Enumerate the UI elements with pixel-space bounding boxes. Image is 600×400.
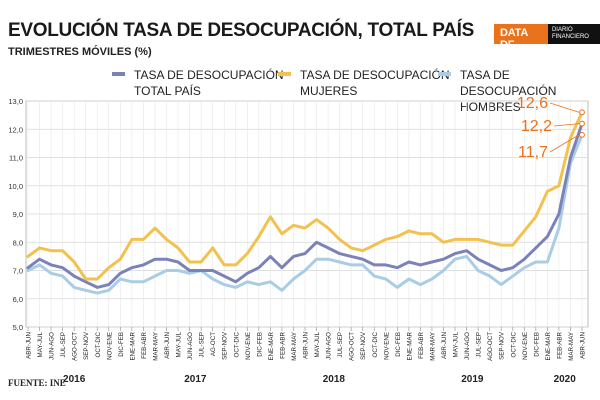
year-label: 2017 — [184, 374, 207, 385]
x-tick-label: SEP-NOV — [499, 331, 506, 360]
x-tick-label: AGO-OCT — [72, 332, 79, 361]
series-line-hombres — [26, 133, 584, 295]
x-tick-label: OCT-DIC — [95, 331, 102, 357]
x-tick-label: ABR-JUN — [303, 332, 310, 359]
x-tick-label: JUL-SEP — [337, 332, 344, 357]
x-tick-label: DIC-FEB — [118, 332, 125, 357]
legend-label-total-line2: TOTAL PAÍS — [134, 84, 201, 98]
legend-swatch-hombres — [438, 72, 451, 76]
x-tick-label: SEP-NOV — [360, 331, 367, 360]
x-tick-label: JUN-AGO — [464, 332, 471, 360]
y-tick-label: 8,0 — [13, 238, 23, 247]
legend-label-mujeres-line1: TASA DE DESOCUPACIÓN — [300, 68, 450, 82]
x-tick-label: MAY-JUL — [314, 331, 321, 357]
x-tick-label: FEB-ABR — [279, 331, 286, 358]
x-tick-label: JUL-SEP — [199, 332, 206, 357]
x-tick-label: OCT-DIC — [372, 331, 379, 357]
y-tick-label: 7,0 — [13, 267, 23, 276]
x-tick-label: FEB-ABR — [418, 331, 425, 358]
x-tick-label: AG-OCT — [210, 332, 217, 356]
legend-label-mujeres-line2: MUJERES — [300, 84, 358, 98]
x-tick-label: ABR-JUN — [441, 332, 448, 359]
year-label: 2020 — [554, 374, 577, 385]
x-tick-label: MAY-JUL — [176, 331, 183, 357]
year-label: 2018 — [323, 374, 346, 385]
callout-label-total: 12,2 — [521, 118, 552, 135]
x-tick-label: MAR-MAY — [429, 332, 436, 361]
x-tick-label: ENE-MAR — [545, 331, 552, 360]
chart-title: EVOLUCIÓN TASA DE DESOCUPACIÓN, TOTAL PA… — [8, 20, 474, 41]
x-tick-label: MAR-MAY — [152, 332, 159, 361]
x-tick-label: AGO-OCT — [487, 332, 494, 361]
year-label: 2019 — [461, 374, 484, 385]
x-tick-label: ABR-JUN — [580, 332, 587, 359]
x-tick-label: JUL-SEP — [476, 332, 483, 357]
legend-swatch-total — [112, 72, 125, 76]
series-line-total — [26, 122, 584, 289]
x-tick-label: FEB-ABR — [141, 331, 148, 358]
x-tick-label: DIC-FEB — [533, 332, 540, 357]
y-tick-label: 12,0 — [8, 125, 23, 134]
datadf-logo: DATA DF DIARIO FINANCIERO — [494, 24, 600, 51]
x-tick-label: MAR-MAY — [291, 332, 298, 361]
x-tick-label: NOV-ENE — [245, 332, 252, 360]
x-tick-label: NOV-ENE — [106, 332, 113, 360]
legend-label-hombres-line1: TASA DE DESOCUPACIÓN — [460, 68, 557, 98]
x-tick-label: JUN-AGO — [326, 332, 333, 360]
x-tick-label: OCT-DIC — [510, 331, 517, 357]
x-tick-label: NOV-ENE — [522, 332, 529, 360]
source-note: FUENTE: INE — [8, 378, 66, 388]
callout-label-mujeres: 12,6 — [517, 95, 548, 112]
x-tick-label: ENE-MAR — [129, 331, 136, 360]
x-tick-label: ABR-JUN — [164, 332, 171, 359]
y-tick-label: 11,0 — [9, 154, 23, 163]
x-tick-label: JUL-SEP — [60, 332, 67, 357]
x-tick-label: ENE-MAR — [406, 331, 413, 360]
legend-item-total: TASA DE DESOCUPACIÓN TOTAL PAÍS — [112, 67, 284, 99]
x-tick-label: JUN-AGO — [187, 332, 194, 360]
chart-subtitle: TRIMESTRES MÓVILES (%) — [8, 46, 152, 58]
x-tick-label: ABR-JUN — [26, 332, 33, 359]
logo-sub-text: DIARIO FINANCIERO — [547, 24, 600, 44]
legend-swatch-mujeres — [278, 72, 291, 76]
legend-item-hombres: TASA DE DESOCUPACIÓN HOMBRES — [438, 67, 600, 115]
y-tick-label: 13,0 — [8, 97, 23, 106]
x-tick-label: MAY-JUL — [37, 331, 44, 357]
callout-leader-mujeres — [549, 102, 580, 113]
callout-label-hombres: 11,7 — [518, 144, 548, 161]
x-tick-label: MAR-MAY — [568, 332, 575, 361]
y-tick-label: 6,0 — [13, 295, 23, 304]
series-line-mujeres — [26, 110, 584, 281]
x-tick-label: ENE-MAR — [268, 331, 275, 360]
callout-marker-total — [579, 120, 585, 127]
y-tick-label: 9,0 — [13, 210, 23, 219]
x-tick-label: JUN-AGO — [49, 332, 56, 360]
callout-leader-total — [553, 123, 580, 127]
y-tick-label: 10,0 — [8, 182, 23, 191]
x-tick-label: MAY-JUL — [453, 331, 460, 357]
legend-label-total-line1: TASA DE DESOCUPACIÓN — [134, 68, 284, 82]
x-tick-label: DIC-FEB — [256, 332, 263, 357]
callout-marker-hombres — [579, 132, 585, 138]
x-tick-label: NOV-ENE — [383, 332, 390, 360]
callout-marker-mujeres — [579, 109, 585, 116]
x-tick-label: OCT-DIC — [233, 331, 240, 357]
x-tick-label: SEP-NOV — [222, 331, 229, 360]
x-tick-label: DIC-FEB — [395, 332, 402, 357]
year-label: 2016 — [63, 374, 86, 385]
callout-leader-hombres — [549, 134, 580, 153]
x-tick-label: SEP-NOV — [83, 331, 90, 360]
x-tick-label: AGO-OCT — [349, 332, 356, 361]
legend-label-hombres-line2: HOMBRES — [460, 100, 521, 114]
logo-main-text: DATA DF — [494, 24, 548, 51]
y-tick-label: 5,0 — [13, 323, 23, 332]
x-tick-label: FEB-ABR — [556, 331, 563, 358]
legend-item-mujeres: TASA DE DESOCUPACIÓN MUJERES — [278, 67, 450, 99]
